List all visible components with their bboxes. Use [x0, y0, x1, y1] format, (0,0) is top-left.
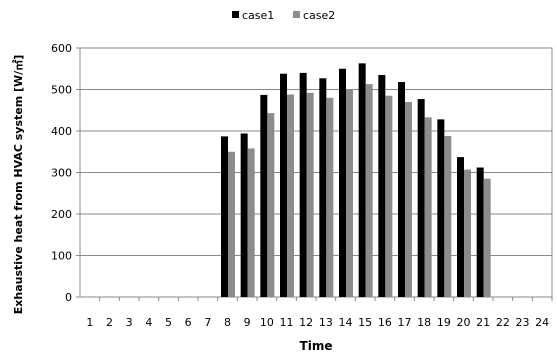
x-tick-label: 19	[437, 316, 451, 329]
x-axis-label: Time	[300, 339, 333, 353]
bar-case2	[385, 95, 393, 297]
bar-case1	[221, 136, 228, 297]
bar-case2	[464, 169, 471, 297]
y-tick-label: 400	[51, 125, 72, 138]
y-tick-label: 500	[51, 84, 72, 97]
legend-label: case1	[242, 9, 274, 22]
bar-case1	[476, 167, 484, 297]
x-tick-label: 17	[398, 316, 412, 329]
x-tick-label: 9	[244, 316, 251, 329]
x-tick-label: 22	[496, 316, 510, 329]
y-tick-label: 200	[51, 208, 72, 221]
x-tick-label: 12	[299, 316, 313, 329]
x-tick-label: 23	[516, 316, 530, 329]
bar-case1	[299, 72, 307, 298]
bar-case1	[280, 73, 287, 297]
y-tick-label: 300	[51, 167, 72, 180]
y-axis-label: Exhaustive heat from HVAC system [W/㎡]	[11, 55, 25, 314]
x-axis: 1 2 3 4 5 6 7 8 9 10 11 12 13 14 15 16 17 18 19 20 21 22 23 24	[86, 297, 553, 329]
bar-case2	[346, 89, 353, 297]
x-tick-label: 20	[457, 316, 471, 329]
bar-case1	[457, 157, 464, 297]
x-tick-label: 2	[106, 316, 113, 329]
bar-case2	[483, 178, 491, 297]
legend-swatch	[232, 11, 239, 18]
bar-case1	[437, 119, 445, 297]
bar-case1	[398, 82, 405, 297]
bars	[221, 63, 491, 298]
x-tick-label: 5	[165, 316, 172, 329]
x-tick-label: 7	[204, 316, 211, 329]
bar-case2	[228, 151, 235, 297]
bar-case1	[240, 133, 248, 297]
bar-case2	[405, 101, 412, 297]
bar-case2	[365, 84, 373, 297]
gridlines	[80, 89, 552, 256]
bar-case2	[444, 135, 452, 297]
bar-case1	[358, 63, 366, 298]
bar-case1	[260, 94, 268, 298]
x-tick-label: 24	[535, 316, 549, 329]
x-tick-label: 18	[417, 316, 431, 329]
bar-case1	[417, 99, 425, 297]
bar-case2	[424, 117, 432, 298]
x-tick-label: 14	[339, 316, 353, 329]
x-tick-label: 6	[185, 316, 192, 329]
bar-case1	[339, 68, 346, 297]
legend-swatch	[293, 11, 300, 18]
x-tick-label: 11	[280, 316, 294, 329]
x-tick-label: 10	[260, 316, 274, 329]
y-tick-label: 600	[51, 42, 72, 55]
y-tick-label: 0	[65, 291, 72, 304]
x-tick-label: 13	[319, 316, 333, 329]
bar-case2	[267, 113, 275, 297]
y-tick-label: 100	[51, 250, 72, 263]
bar-case2	[326, 97, 334, 297]
bar-case2	[306, 92, 314, 297]
bar-case2	[247, 148, 255, 297]
x-tick-label: 8	[224, 316, 231, 329]
legend-label: case2	[303, 9, 335, 22]
bar-case1	[319, 78, 327, 297]
legend: case1 case2	[232, 9, 335, 22]
x-tick-label: 15	[358, 316, 372, 329]
x-tick-label: 4	[145, 316, 152, 329]
bar-case2	[287, 94, 294, 297]
bar-case1	[378, 74, 386, 297]
x-tick-label: 3	[126, 316, 133, 329]
x-tick-label: 21	[476, 316, 490, 329]
y-axis: 0 100 200 300 400 500 600	[51, 42, 80, 304]
x-tick-label: 1	[86, 316, 93, 329]
x-tick-label: 16	[378, 316, 392, 329]
